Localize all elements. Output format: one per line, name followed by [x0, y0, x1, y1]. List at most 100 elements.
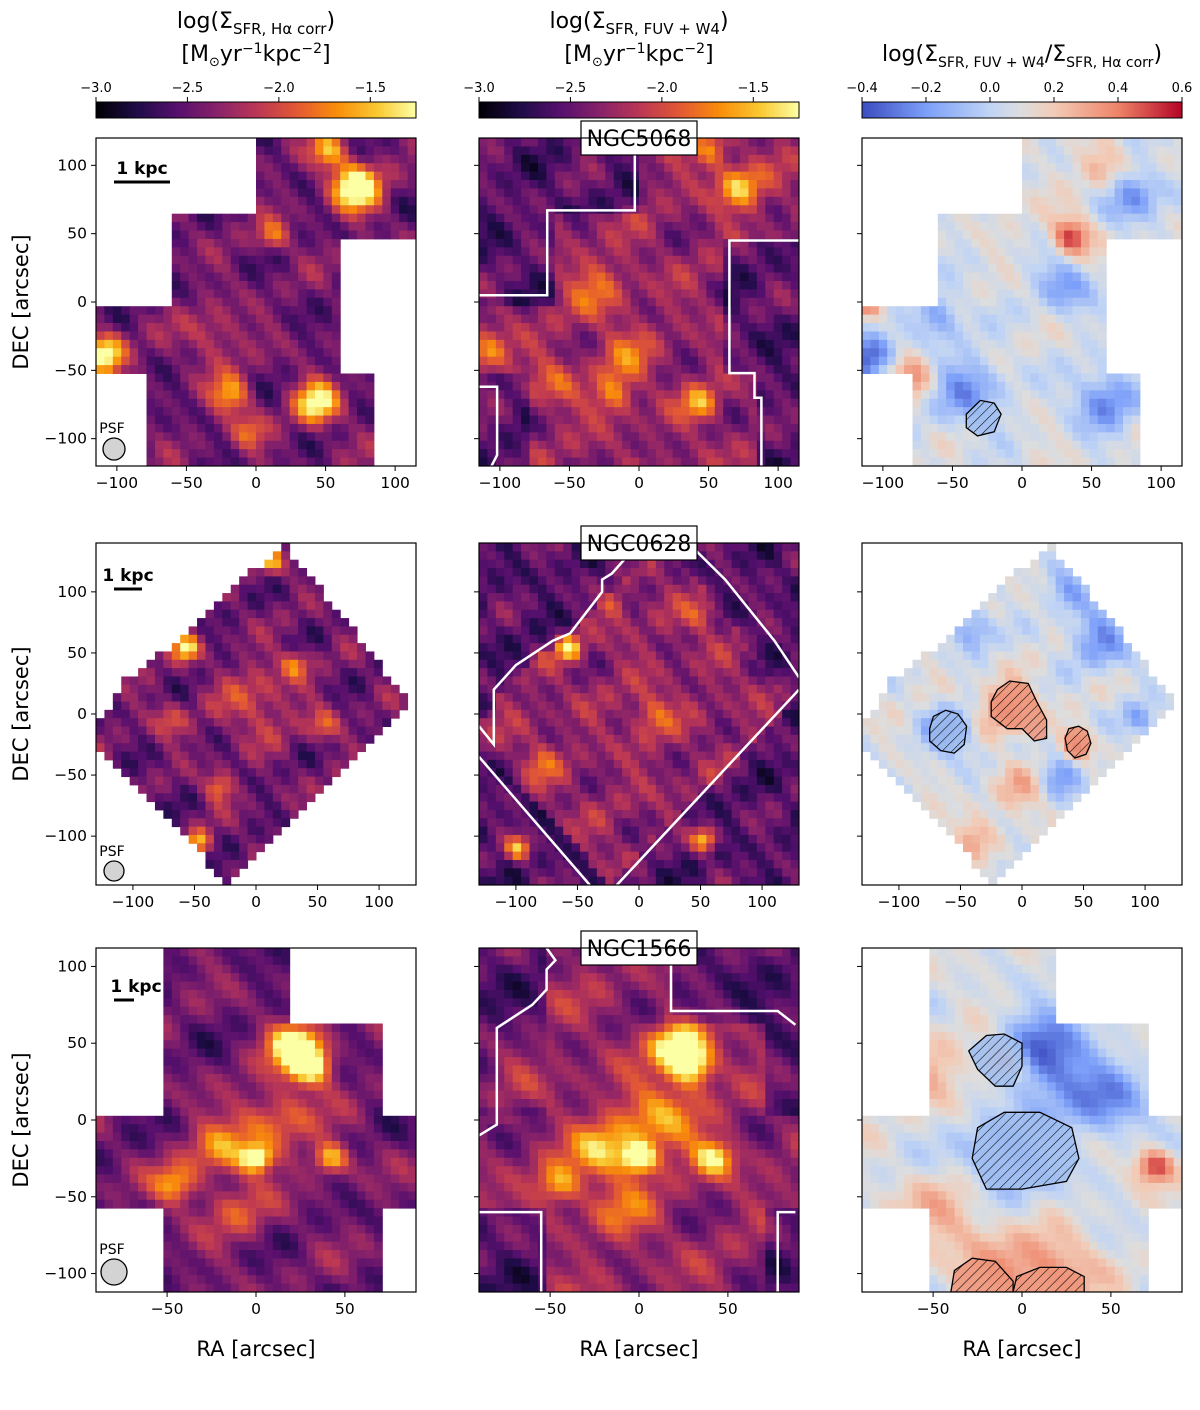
heatmap-cell	[314, 196, 324, 206]
heatmap-cell	[289, 154, 299, 164]
heatmap-cell	[289, 768, 299, 778]
heatmap-cell	[706, 440, 716, 450]
heatmap-cell	[689, 306, 699, 316]
heatmap-cell	[731, 407, 741, 417]
heatmap-cell	[689, 289, 699, 299]
heatmap-cell	[765, 331, 775, 341]
heatmap-cell	[756, 146, 766, 156]
heatmap-cell	[1114, 138, 1124, 147]
colorbar-tick-label: −1.5	[354, 81, 386, 96]
heatmap-cell	[239, 407, 249, 417]
heatmap-cell	[504, 306, 514, 316]
heatmap-cell	[563, 415, 573, 425]
heatmap-cell	[239, 826, 249, 836]
heatmap-cell	[963, 356, 972, 366]
heatmap-cell	[171, 684, 181, 694]
heatmap-cell	[213, 851, 223, 861]
heatmap-cell	[213, 701, 223, 711]
heatmap-cell	[1064, 449, 1074, 459]
heatmap-cell	[495, 440, 505, 450]
heatmap-cell	[529, 331, 539, 341]
heatmap-cell	[264, 734, 274, 744]
heatmap-cell	[298, 415, 308, 425]
heatmap-cell	[281, 568, 291, 577]
heatmap-cell	[479, 693, 488, 702]
heatmap-cell	[756, 348, 766, 358]
colorbar-segment	[788, 102, 792, 118]
heatmap-cell	[546, 339, 556, 349]
heatmap-cell	[723, 398, 733, 408]
heatmap-cell	[655, 449, 665, 459]
y-tick-label: −100	[44, 827, 87, 845]
heatmap-cell	[756, 188, 766, 198]
heatmap-cell	[996, 356, 1006, 366]
heatmap-cell	[479, 843, 488, 853]
heatmap-cell	[331, 726, 341, 736]
colorbar-segment	[1099, 102, 1103, 118]
heatmap-cell	[188, 809, 198, 819]
heatmap-cell	[205, 230, 215, 240]
heatmap-cell	[971, 238, 981, 248]
heatmap-cell	[340, 163, 350, 173]
heatmap-cell	[213, 440, 223, 450]
heatmap-cell	[723, 264, 733, 274]
heatmap-cell	[256, 676, 265, 686]
heatmap-cell	[272, 264, 282, 274]
heatmap-cell	[512, 432, 522, 442]
heatmap-cell	[731, 255, 741, 265]
heatmap-cell	[546, 238, 556, 248]
heatmap-cell	[197, 626, 206, 636]
heatmap-cell	[222, 851, 232, 861]
colorbar-segment	[138, 102, 142, 118]
heatmap-cell	[512, 701, 522, 711]
heatmap-cell	[264, 576, 274, 586]
heatmap-cell	[171, 373, 181, 383]
heatmap-cell	[495, 196, 505, 206]
heatmap-cell	[213, 348, 223, 358]
heatmap-cell	[247, 851, 257, 861]
heatmap-cell	[1072, 297, 1082, 307]
heatmap-cell	[529, 373, 539, 383]
heatmap-cell	[197, 373, 206, 383]
heatmap-cell	[1055, 238, 1065, 248]
heatmap-cell	[655, 196, 665, 206]
heatmap-cell	[782, 339, 792, 349]
heatmap-cell	[390, 230, 400, 240]
heatmap-cell	[563, 339, 573, 349]
heatmap-cell	[180, 751, 190, 761]
heatmap-cell	[314, 759, 324, 769]
heatmap-cell	[1047, 390, 1057, 400]
heatmap-cell	[1114, 449, 1124, 459]
heatmap-cell	[495, 423, 505, 433]
heatmap-cell	[580, 171, 589, 181]
heatmap-cell	[504, 701, 514, 711]
heatmap-cell	[331, 676, 341, 686]
heatmap-cell	[272, 751, 282, 761]
heatmap-cell	[714, 415, 724, 425]
heatmap-cell	[664, 348, 674, 358]
heatmap-cell	[213, 238, 223, 248]
heatmap-cell	[765, 230, 775, 240]
heatmap-cell	[639, 373, 648, 383]
heatmap-cell	[230, 230, 240, 240]
colorbar-segment	[896, 102, 900, 118]
heatmap-cell	[912, 449, 922, 459]
heatmap-cell	[205, 859, 215, 869]
heatmap-cell	[314, 255, 324, 265]
heatmap-cell	[756, 306, 766, 316]
heatmap-cell	[504, 247, 514, 257]
heatmap-cell	[188, 407, 198, 417]
heatmap-cell	[596, 407, 606, 417]
heatmap-cell	[979, 390, 989, 400]
heatmap-cell	[495, 809, 505, 819]
heatmap-cell	[479, 323, 488, 332]
heatmap-cell	[622, 440, 632, 450]
heatmap-cell	[756, 180, 766, 189]
heatmap-cell	[348, 171, 358, 181]
colorbar-segment	[732, 102, 736, 118]
heatmap-cell	[554, 163, 564, 173]
heatmap-cell	[1022, 314, 1031, 324]
heatmap-cell	[546, 390, 556, 400]
heatmap-cell	[672, 205, 682, 215]
heatmap-cell	[281, 314, 291, 324]
